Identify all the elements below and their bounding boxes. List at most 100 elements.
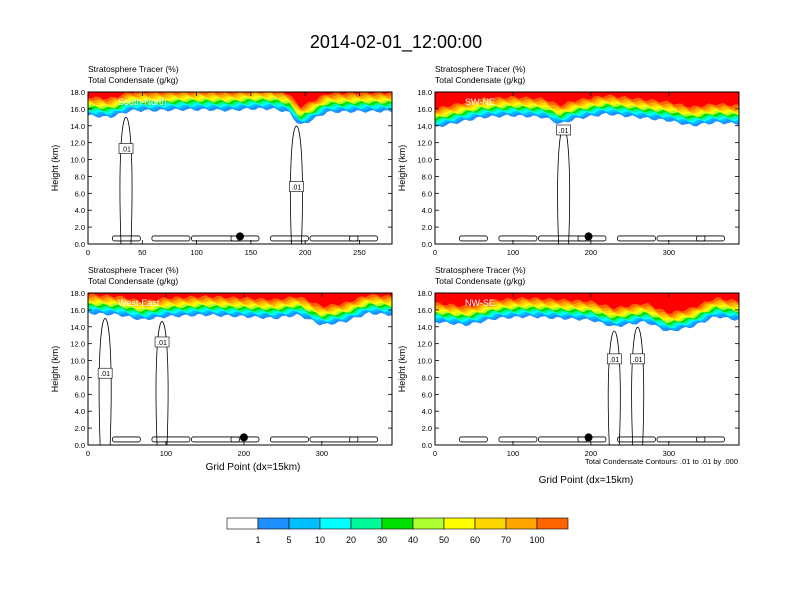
y-tick-label: 16.0 (417, 306, 432, 315)
contour-label: .01 (633, 357, 643, 364)
figure-title: 2014-02-01_12:00:00 (310, 32, 482, 53)
y-tick-label: 0.0 (422, 441, 432, 450)
location-marker (584, 433, 593, 442)
contour-low (498, 235, 538, 242)
y-tick-label: 8.0 (422, 172, 432, 181)
condensate-contours (98, 318, 378, 445)
panel-nw-se: .01 .01 0.0 2.0 4.0 6.0 8.0 10.0 12.0 14.0 16.0 18.… (397, 265, 740, 458)
x-tick-label: 250 (353, 248, 366, 257)
y-tick-label: 12.0 (70, 139, 85, 148)
colorbar-box (257, 517, 290, 530)
contour-low (498, 436, 538, 443)
tracer-level-11 (88, 92, 392, 109)
panel-title-2: Total Condensate (g/kg) (88, 75, 178, 85)
colorbar-label: 100 (529, 535, 544, 545)
y-tick-label: 4.0 (75, 206, 85, 215)
plot-frame (87, 91, 393, 245)
tracer-fill (88, 92, 392, 124)
y-tick-label: 14.0 (70, 323, 85, 332)
colorbar-label: 5 (286, 535, 291, 545)
contour-low (151, 235, 191, 242)
contour-low (270, 235, 309, 242)
contour-low (458, 436, 488, 443)
contour-label: .01 (292, 185, 302, 192)
x-tick-label: 200 (585, 248, 598, 257)
tracer-level-11 (88, 293, 392, 308)
colorbar-box (536, 517, 569, 530)
contour-low (696, 235, 725, 242)
y-tick-label: 2.0 (422, 424, 432, 433)
y-tick-label: 14.0 (417, 323, 432, 332)
contour-low (309, 235, 359, 242)
y-tick-label: 0.0 (75, 240, 85, 249)
contour-label: .01 (609, 357, 619, 364)
location-marker (236, 232, 244, 241)
contour-column (631, 326, 645, 445)
y-axis-label: Height (km) (50, 346, 60, 393)
y-tick-label: 8.0 (422, 373, 432, 382)
tracer-fill (88, 293, 392, 326)
colorbar-label: 30 (377, 535, 387, 545)
colorbar: 1 5 10 20 30 40 50 60 70 100 (226, 517, 569, 545)
colorbar-box (381, 517, 414, 530)
panel-title-1: Stratosphere Tracer (%) (435, 265, 526, 275)
y-tick-label: 2.0 (75, 424, 85, 433)
y-tick-label: 10.0 (417, 156, 432, 165)
tracer-fill (435, 92, 739, 128)
cross-section-name: SW-NE (465, 97, 495, 107)
tracer-fill (435, 293, 739, 332)
panel-south-north: .01 .01 0.0 2.0 4.0 6.0 8.0 10.0 12.0 14.0 16.0 18.… (50, 64, 393, 257)
y-tick-label: 12.0 (417, 139, 432, 148)
y-tick-label: 4.0 (422, 407, 432, 416)
panel-title-2: Total Condensate (g/kg) (435, 276, 525, 286)
x-tick-label: 100 (160, 449, 173, 458)
y-tick-label: 18.0 (417, 88, 432, 97)
location-marker (239, 433, 248, 442)
y-tick-label: 2.0 (422, 223, 432, 232)
y-tick-label: 14.0 (417, 122, 432, 131)
colorbar-label: 70 (501, 535, 511, 545)
plot-frame (434, 91, 740, 245)
x-tick-label: 0 (86, 449, 90, 458)
colorbar-box (350, 517, 383, 530)
y-tick-label: 6.0 (422, 189, 432, 198)
panel-title-2: Total Condensate (g/kg) (88, 276, 178, 286)
contour-low (617, 235, 656, 242)
contour-column (155, 321, 169, 445)
x-tick-label: 50 (138, 248, 146, 257)
contour-label-box (556, 124, 571, 136)
y-axis-label: Height (km) (397, 346, 407, 393)
contour-low (270, 436, 309, 443)
x-tick-label: 300 (663, 449, 676, 458)
x-tick-label: 100 (190, 248, 203, 257)
x-tick-label: 100 (507, 449, 520, 458)
x-tick-label: 200 (299, 248, 312, 257)
x-tick-label: 0 (433, 449, 437, 458)
y-tick-label: 0.0 (75, 441, 85, 450)
colorbar-box (505, 517, 538, 530)
y-tick-label: 18.0 (70, 289, 85, 298)
y-tick-label: 10.0 (70, 357, 85, 366)
contour-column (98, 318, 112, 445)
contour-label-box (606, 353, 622, 365)
y-tick-label: 6.0 (75, 189, 85, 198)
y-tick-label: 18.0 (70, 88, 85, 97)
colorbar-box (412, 517, 445, 530)
x-tick-label: 200 (238, 449, 251, 458)
colorbar-box (474, 517, 507, 530)
location-marker (584, 232, 593, 241)
colorbar-label: 50 (439, 535, 449, 545)
contour-low (656, 235, 706, 242)
y-tick-label: 18.0 (417, 289, 432, 298)
y-axis-label: Height (km) (397, 145, 407, 192)
y-tick-label: 4.0 (75, 407, 85, 416)
contour-low (112, 436, 141, 443)
x-axis-label-right: Grid Point (dx=15km) (539, 475, 634, 486)
contour-column (119, 116, 133, 244)
colorbar-label: 60 (470, 535, 480, 545)
panel-title-1: Stratosphere Tracer (%) (88, 64, 179, 74)
colorbar-label: 40 (408, 535, 418, 545)
cross-section-name: NW-SE (465, 298, 495, 308)
panels: .01 .01 0.0 2.0 4.0 6.0 8.0 10.0 12.0 14.0 16.0 18.… (50, 64, 740, 458)
